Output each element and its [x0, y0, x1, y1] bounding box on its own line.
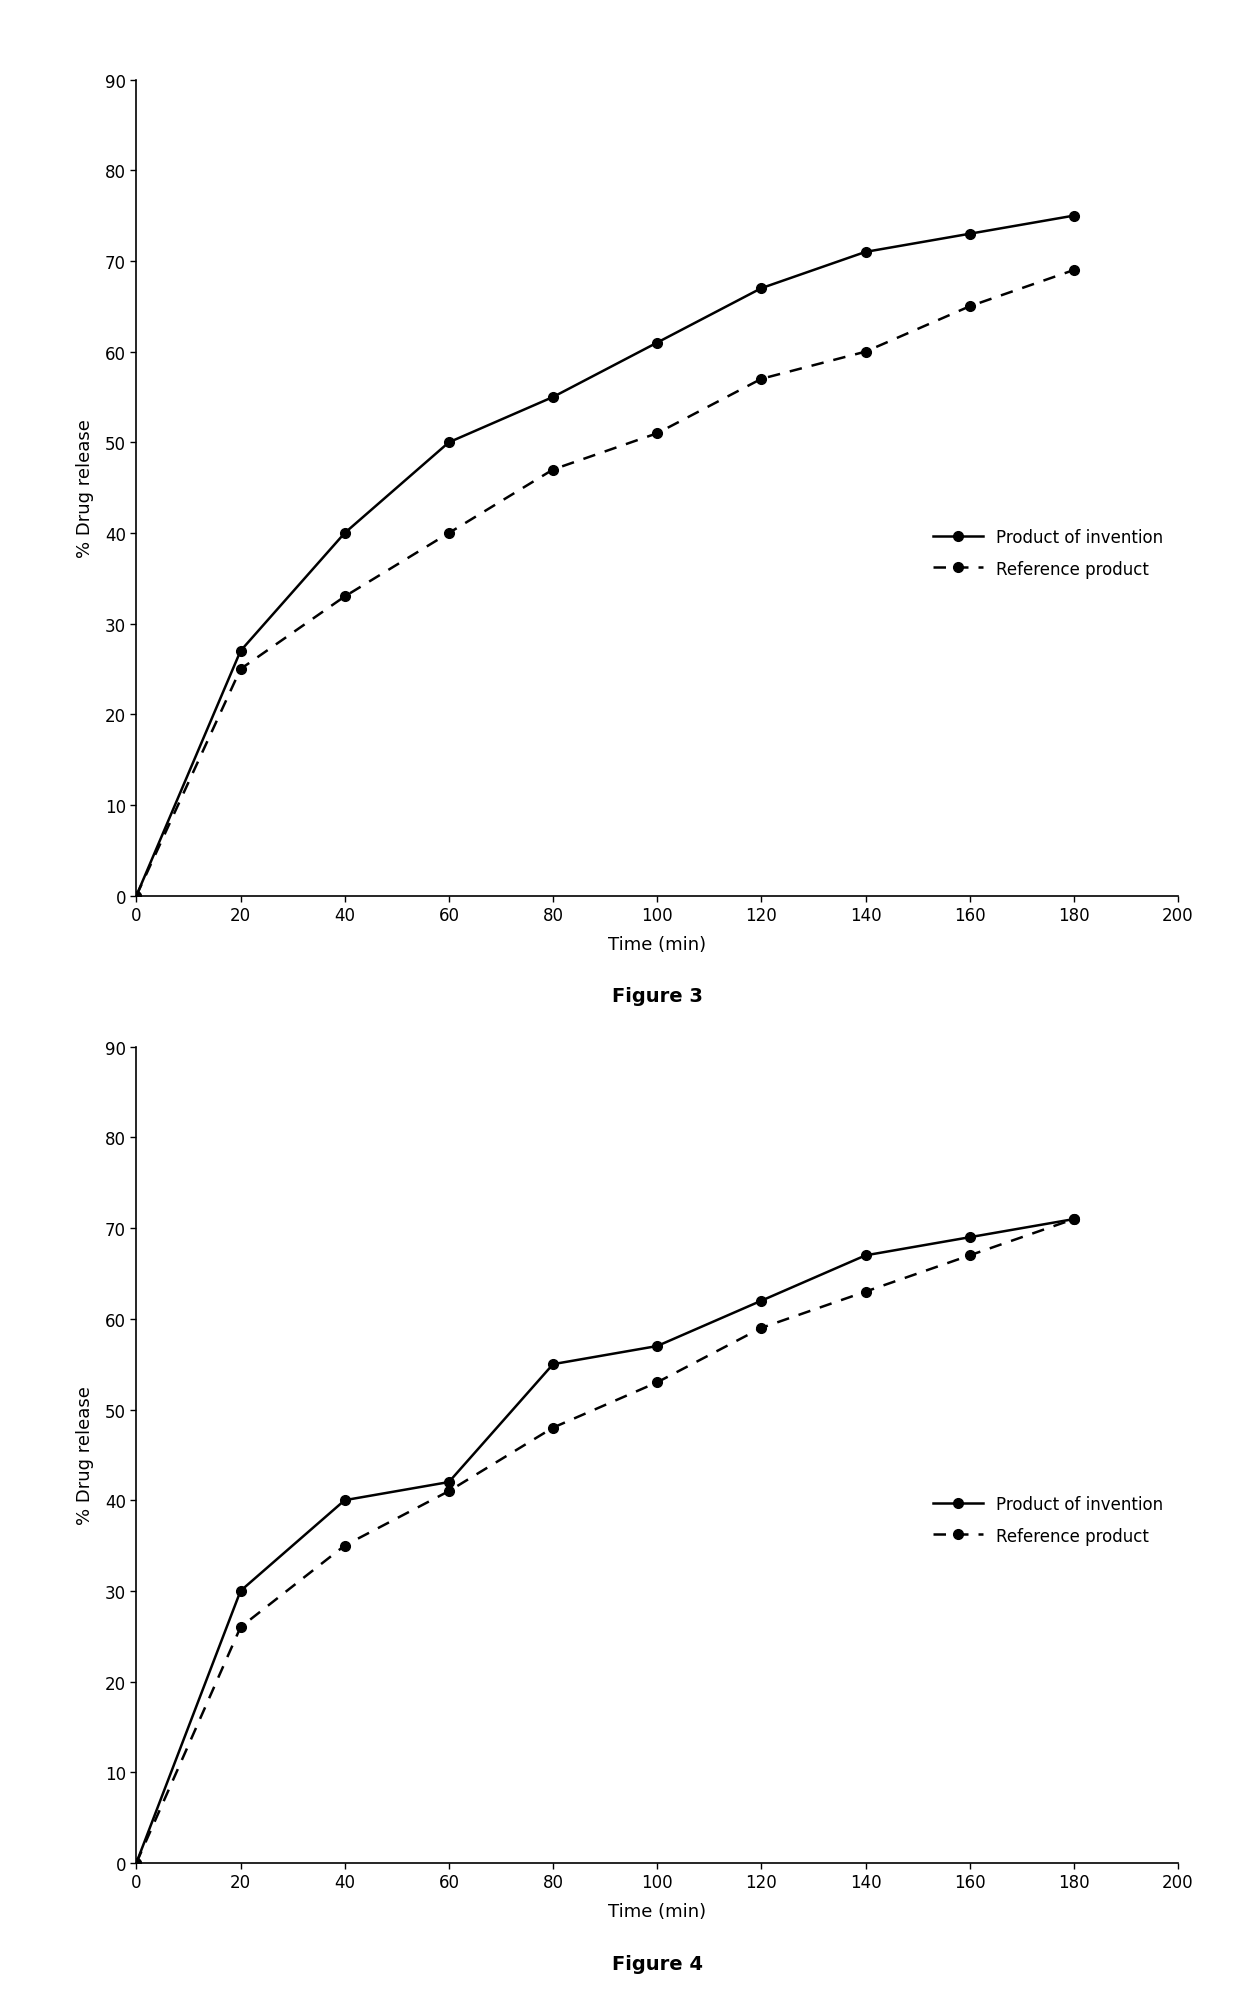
- Text: Figure 3: Figure 3: [611, 987, 703, 1005]
- Text: Figure 4: Figure 4: [611, 1954, 703, 1972]
- Y-axis label: % Drug release: % Drug release: [76, 1386, 94, 1525]
- X-axis label: Time (min): Time (min): [608, 1903, 707, 1921]
- X-axis label: Time (min): Time (min): [608, 937, 707, 955]
- Legend: Product of invention, Reference product: Product of invention, Reference product: [926, 522, 1169, 584]
- Y-axis label: % Drug release: % Drug release: [76, 419, 94, 558]
- Legend: Product of invention, Reference product: Product of invention, Reference product: [926, 1488, 1169, 1551]
